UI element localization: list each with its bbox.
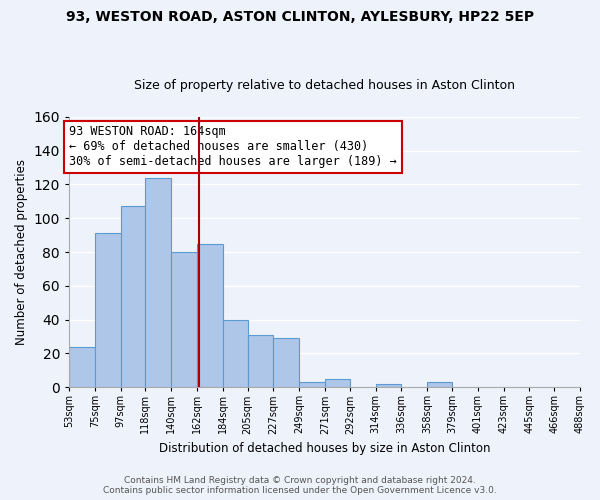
- Bar: [274, 338, 299, 387]
- Text: Contains HM Land Registry data © Crown copyright and database right 2024.
Contai: Contains HM Land Registry data © Crown c…: [103, 476, 497, 495]
- Bar: [121, 206, 145, 387]
- Text: 93, WESTON ROAD, ASTON CLINTON, AYLESBURY, HP22 5EP: 93, WESTON ROAD, ASTON CLINTON, AYLESBUR…: [66, 10, 534, 24]
- Bar: [171, 252, 197, 387]
- Bar: [95, 234, 121, 387]
- Y-axis label: Number of detached properties: Number of detached properties: [15, 159, 28, 345]
- Bar: [69, 346, 95, 387]
- Title: Size of property relative to detached houses in Aston Clinton: Size of property relative to detached ho…: [134, 79, 515, 92]
- Bar: [325, 379, 350, 387]
- Bar: [223, 320, 248, 387]
- Bar: [197, 244, 223, 387]
- Bar: [145, 178, 171, 387]
- Bar: [427, 382, 452, 387]
- Text: 93 WESTON ROAD: 164sqm
← 69% of detached houses are smaller (430)
30% of semi-de: 93 WESTON ROAD: 164sqm ← 69% of detached…: [69, 125, 397, 168]
- X-axis label: Distribution of detached houses by size in Aston Clinton: Distribution of detached houses by size …: [159, 442, 490, 455]
- Bar: [299, 382, 325, 387]
- Bar: [376, 384, 401, 387]
- Bar: [248, 335, 274, 387]
